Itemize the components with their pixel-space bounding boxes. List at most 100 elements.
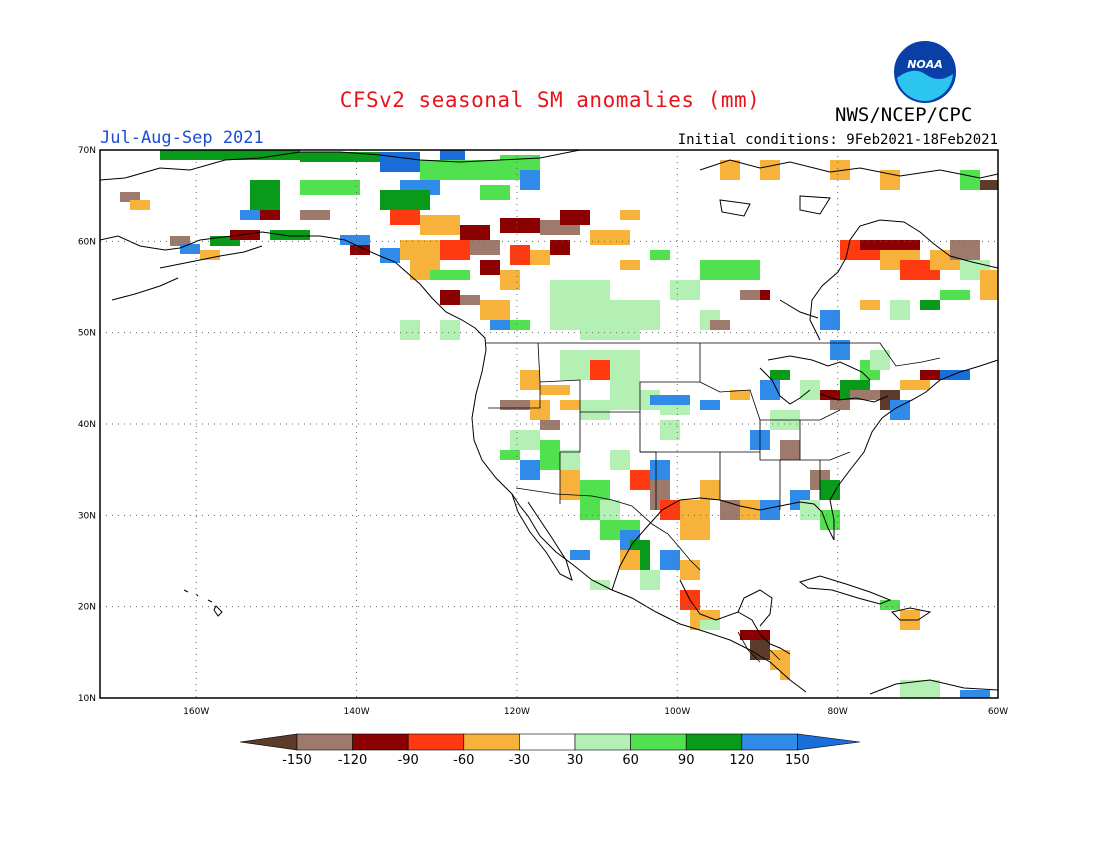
anomaly-cell	[540, 440, 560, 470]
anomaly-cell	[640, 570, 660, 590]
anomaly-cell	[480, 185, 510, 200]
colorbar-segment	[685, 733, 743, 751]
lon-label: 140W	[344, 707, 370, 717]
colorbar-label: 60	[622, 753, 639, 768]
anomaly-cell	[400, 240, 440, 260]
anomaly-cell	[480, 300, 510, 320]
anomaly-cell	[530, 400, 550, 420]
anomaly-cell	[660, 550, 680, 570]
anomaly-cell	[700, 480, 720, 500]
noaa-logo-icon: NOAA	[894, 41, 956, 103]
anomaly-cell	[300, 210, 330, 220]
lat-label: 40N	[78, 420, 96, 430]
anomaly-cell	[670, 280, 700, 300]
colorbar-arrow-right	[797, 733, 861, 751]
anomaly-cell	[420, 160, 480, 180]
anomaly-cell	[480, 260, 500, 275]
anomaly-cell	[560, 470, 580, 500]
anomaly-cell	[590, 580, 610, 590]
anomaly-cell	[500, 270, 520, 290]
lat-label: 70N	[78, 146, 96, 156]
anomaly-cell	[580, 400, 610, 420]
anomaly-cell	[760, 500, 780, 520]
anomaly-cell	[780, 440, 800, 460]
anomaly-cell	[390, 210, 420, 225]
anomaly-cell	[920, 300, 940, 310]
anomaly-cell	[610, 450, 630, 470]
initial-conditions: Initial conditions: 9Feb2021-18Feb2021	[677, 132, 998, 148]
lon-label: 60W	[988, 707, 1008, 717]
anomaly-cell	[750, 640, 770, 660]
anomaly-cell	[520, 170, 540, 190]
anomaly-cell	[820, 510, 840, 530]
lon-label: 100W	[664, 707, 690, 717]
anomaly-cell	[730, 390, 750, 400]
anomaly-cell	[890, 300, 910, 320]
anomaly-cell	[860, 300, 880, 310]
anomaly-cell	[430, 270, 470, 280]
anomaly-cell	[960, 690, 990, 698]
anomaly-cell	[520, 460, 540, 480]
anomaly-cell	[400, 320, 420, 340]
lat-label: 60N	[78, 237, 96, 247]
anomaly-cell	[300, 180, 360, 195]
anomaly-cell	[960, 170, 980, 190]
anomaly-cell	[920, 370, 950, 380]
map-frame	[99, 149, 999, 699]
lon-label: 160W	[183, 707, 209, 717]
colorbar-segment	[463, 733, 520, 751]
colorbar-segment	[352, 733, 409, 751]
anomaly-cell	[520, 370, 540, 390]
anomaly-cell	[700, 260, 760, 280]
anomaly-cell	[440, 290, 460, 305]
anomaly-cell	[350, 245, 370, 255]
anomaly-cell	[510, 320, 530, 330]
colorbar-segment	[407, 733, 465, 751]
colorbar: -150 -120 -90 -60 -30 30 60 90 120 150	[239, 733, 861, 768]
anomaly-cell	[950, 240, 980, 260]
anomaly-cell	[530, 250, 550, 265]
anomaly-cell	[250, 180, 280, 210]
political-borders	[486, 342, 941, 663]
map-title: CFSv2 seasonal SM anomalies (mm)	[339, 88, 761, 112]
anomaly-cell	[740, 290, 760, 300]
anomaly-cell	[720, 160, 740, 180]
anomaly-cell	[650, 395, 690, 405]
anomaly-cell	[270, 230, 310, 240]
anomaly-cell	[560, 400, 580, 410]
colorbar-label: -150	[282, 753, 312, 768]
agency-label: NWS/NCEP/CPC	[835, 104, 973, 126]
colorbar-segment	[630, 733, 687, 751]
colorbar-label: -120	[338, 753, 368, 768]
valid-period: Jul-Aug-Sep 2021	[100, 128, 264, 148]
anomaly-cell	[470, 240, 500, 255]
anomaly-cell	[830, 160, 850, 180]
anomaly-cell	[380, 190, 430, 210]
anomaly-cell	[600, 500, 620, 520]
anomaly-cell	[340, 235, 370, 245]
anomaly-cell	[260, 210, 280, 220]
anomaly-cell	[460, 295, 480, 305]
anomaly-cell	[560, 450, 580, 470]
anomaly-cell	[820, 310, 840, 330]
anomaly-cell	[620, 210, 640, 220]
anomaly-cell	[620, 260, 640, 270]
colorbar-segment	[519, 733, 576, 751]
anomaly-cell	[380, 152, 420, 172]
anomaly-cell	[130, 200, 150, 210]
anomaly-cell	[820, 480, 840, 500]
anomaly-cell	[650, 250, 670, 260]
colorbar-label: -90	[398, 753, 419, 768]
lon-label: 80W	[827, 707, 847, 717]
anomaly-cell	[510, 245, 530, 265]
colorbar-label: 120	[729, 753, 754, 768]
anomaly-cell	[740, 500, 760, 520]
anomaly-cell	[440, 320, 460, 340]
anomaly-cell	[880, 600, 900, 610]
anomaly-cell	[300, 152, 380, 162]
colorbar-label: 30	[567, 753, 584, 768]
anomaly-cell	[680, 560, 700, 580]
anomaly-cell	[980, 180, 998, 190]
anomaly-cell	[830, 400, 850, 410]
anomaly-cell	[680, 500, 710, 540]
